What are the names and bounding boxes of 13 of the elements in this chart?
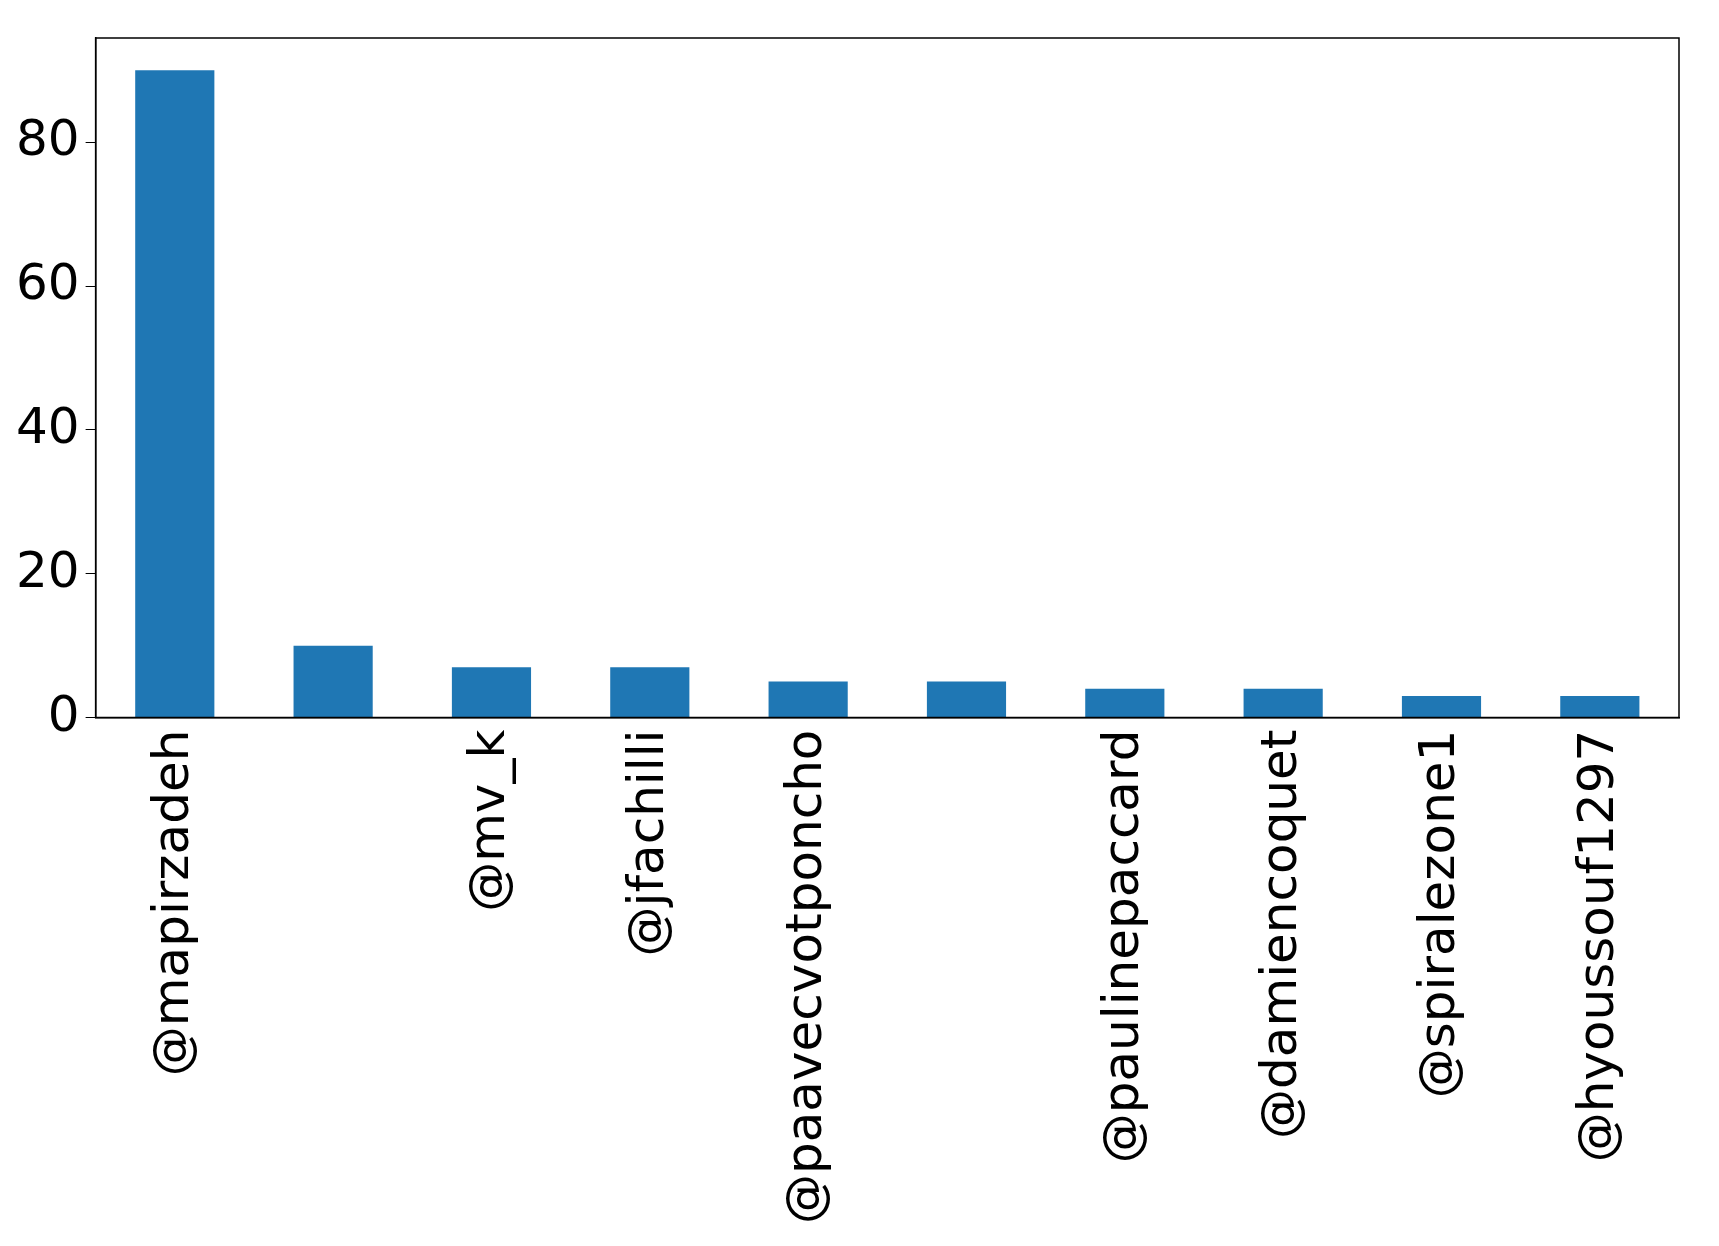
y-tick-label: 80 xyxy=(16,109,80,168)
x-tick-label: @mapirzadeh xyxy=(141,729,200,1077)
y-tick-label: 60 xyxy=(16,253,80,312)
x-tick-label: @damiencoquet xyxy=(1250,729,1309,1139)
x-tick-label: @spiralezone1 xyxy=(1408,729,1467,1099)
x-tick-label: @mv_k xyxy=(458,729,517,912)
x-tick-label: @paavecvotponcho xyxy=(775,729,834,1224)
y-tick-label: 0 xyxy=(47,684,80,743)
y-tick-label: 40 xyxy=(16,396,80,455)
y-tick-label: 20 xyxy=(16,540,80,599)
x-tick-label: @jfachilli xyxy=(616,729,675,957)
x-tick-label: @paulinepaccard xyxy=(1091,729,1150,1164)
x-tick-label: @hyoussouf1297 xyxy=(1566,729,1625,1163)
